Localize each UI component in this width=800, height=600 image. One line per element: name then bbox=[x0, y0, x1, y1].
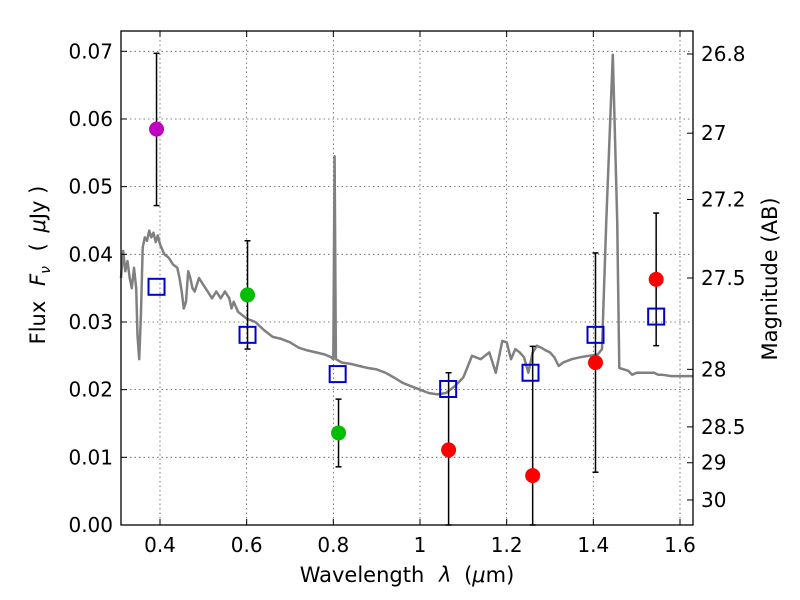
observed-flux-point bbox=[441, 442, 457, 458]
y2-tick-label: 27.2 bbox=[701, 188, 746, 212]
x-axis-title-text: Wavelength bbox=[300, 563, 425, 587]
y-tick-label: 0.06 bbox=[68, 107, 113, 131]
y-tick-label: 0.05 bbox=[68, 175, 113, 199]
y2-tick-label: 30 bbox=[701, 488, 726, 512]
y2-tick-label: 29 bbox=[701, 451, 726, 475]
y-axis-symbol-subscript: ν bbox=[38, 266, 54, 274]
y2-tick-label: 27 bbox=[701, 121, 726, 145]
y-axis: 0.00 0.01 0.02 0.03 0.04 0.05 0.06 0.07 bbox=[68, 39, 127, 537]
x-tick-label: 0.4 bbox=[144, 533, 176, 557]
series-line-model-sed bbox=[119, 53, 693, 396]
y-tick-label: 0.00 bbox=[68, 513, 113, 537]
x-tick-label: 1 bbox=[414, 533, 427, 557]
x-axis: 0.4 0.6 0.8 1 1.2 1.4 1.6 bbox=[144, 31, 696, 557]
model-photometry-square bbox=[147, 277, 166, 296]
x-tick-label: 1.6 bbox=[664, 533, 696, 557]
y-axis-unit-rest: Jy ) bbox=[26, 186, 50, 222]
observed-flux-point bbox=[240, 287, 256, 303]
y-axis-title: Flux Fν ( μJy ) bbox=[26, 186, 55, 345]
y-axis-unit-mu: μ bbox=[26, 219, 50, 233]
y2-tick-label: 27.5 bbox=[701, 266, 746, 290]
x-tick-label: 0.8 bbox=[317, 533, 349, 557]
x-axis-symbol: λ bbox=[438, 563, 451, 587]
observed-flux-point bbox=[331, 425, 347, 441]
y2-tick-label: 28.5 bbox=[701, 415, 746, 439]
grid bbox=[121, 31, 693, 526]
y-axis-unit-open: ( bbox=[26, 243, 50, 251]
y-tick-label: 0.02 bbox=[68, 378, 113, 402]
y-axis-title-text: Flux bbox=[26, 301, 50, 345]
x-tick-label: 1.4 bbox=[577, 533, 609, 557]
model-photometry-square bbox=[328, 365, 347, 384]
observed-flux-point bbox=[525, 468, 541, 484]
y-tick-label: 0.07 bbox=[68, 39, 113, 63]
model-photometry-square bbox=[521, 363, 540, 382]
model-photometry-square bbox=[647, 307, 666, 326]
y-tick-label: 0.04 bbox=[68, 242, 113, 266]
x-axis-unit-open: ( bbox=[464, 563, 472, 587]
observed-flux-point bbox=[149, 121, 165, 137]
y2-axis: 26.8 27 27.2 27.5 28 28.5 29 30 bbox=[687, 42, 746, 512]
y-axis-symbol: F bbox=[26, 273, 50, 286]
model-photometry-square bbox=[586, 325, 605, 344]
y2-tick-label: 26.8 bbox=[701, 42, 746, 66]
model-photometry-square bbox=[439, 379, 458, 398]
x-tick-label: 0.6 bbox=[231, 533, 263, 557]
model-photometry-square bbox=[238, 325, 257, 344]
x-axis-unit-mu: μ bbox=[471, 563, 485, 587]
plot-area bbox=[119, 52, 693, 526]
y2-axis-title: Magnitude (AB) bbox=[758, 197, 782, 360]
x-axis-title: Wavelength λ (μm) bbox=[300, 563, 515, 587]
x-tick-label: 1.2 bbox=[491, 533, 523, 557]
plot-frame bbox=[120, 30, 694, 526]
x-axis-unit-rest: m) bbox=[486, 563, 515, 587]
y-tick-label: 0.01 bbox=[68, 445, 113, 469]
y2-tick-label: 28 bbox=[701, 357, 726, 381]
observed-flux-point bbox=[588, 355, 603, 371]
y-tick-label: 0.03 bbox=[68, 310, 113, 334]
observed-flux-point bbox=[648, 271, 664, 287]
